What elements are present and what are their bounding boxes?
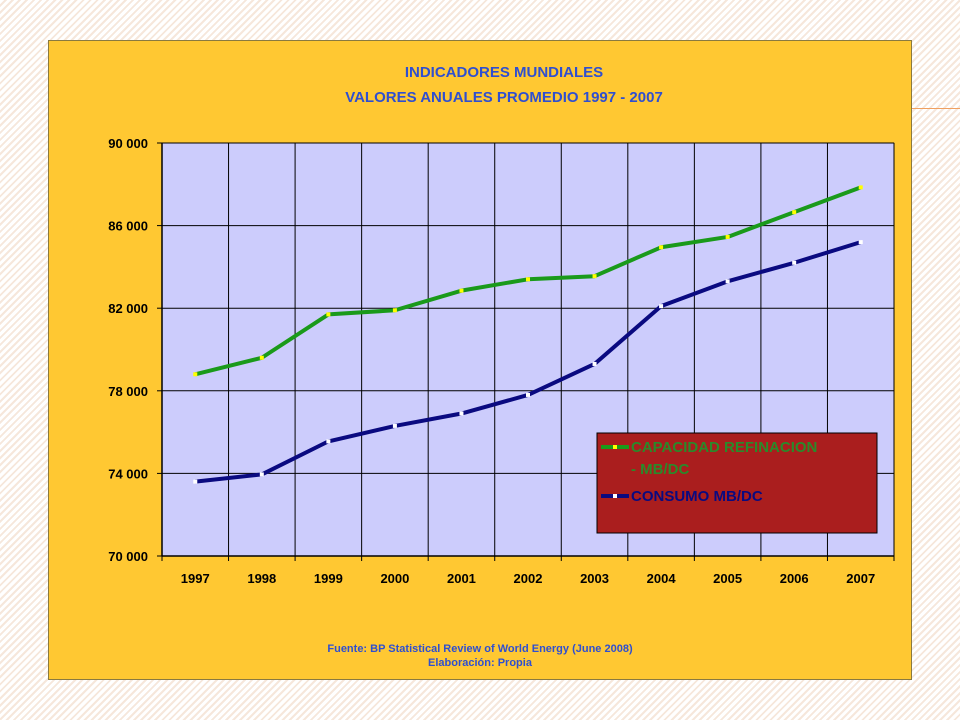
data-point [725, 234, 730, 239]
x-tick-label: 1999 [314, 571, 343, 586]
x-tick-label: 2004 [647, 571, 677, 586]
chart-subtitle: VALORES ANUALES PROMEDIO 1997 - 2007 [345, 89, 663, 106]
y-tick-label: 74 000 [108, 466, 148, 481]
data-point [259, 472, 264, 477]
source-note: Fuente: BP Statistical Review of World E… [327, 643, 633, 655]
chart-title: INDICADORES MUNDIALES [404, 64, 604, 81]
legend-swatch-marker [613, 445, 617, 449]
y-tick-label: 70 000 [108, 549, 148, 564]
data-point [193, 372, 198, 377]
legend-box [596, 432, 878, 534]
x-tick-label: 2006 [780, 571, 809, 586]
data-point [392, 308, 397, 313]
legend-label: CONSUMO MB/DC [631, 488, 763, 505]
data-point [193, 479, 198, 484]
y-tick-label: 78 000 [108, 384, 148, 399]
y-tick-label: 86 000 [108, 219, 148, 234]
y-tick-label: 82 000 [108, 301, 148, 316]
slide-accent-line [912, 108, 960, 109]
x-tick-label: 1997 [181, 571, 210, 586]
y-tick-label: 90 000 [108, 136, 148, 151]
data-point [592, 361, 597, 366]
legend-swatch-marker [613, 494, 617, 498]
data-point [526, 392, 530, 397]
data-point [792, 260, 797, 265]
data-point [725, 279, 730, 284]
data-point [858, 185, 863, 190]
data-point [592, 274, 597, 279]
data-point [659, 304, 664, 309]
x-tick-label: 2007 [846, 571, 875, 586]
legend-label: - MB/DC [631, 461, 689, 478]
data-point [326, 439, 331, 444]
credit-note: Elaboración: Propia [428, 657, 532, 669]
data-point [259, 355, 264, 360]
x-tick-label: 2003 [580, 571, 609, 586]
x-tick-label: 2001 [447, 571, 476, 586]
x-tick-label: 2002 [514, 571, 543, 586]
x-tick-label: 2005 [713, 571, 742, 586]
data-point [526, 277, 530, 282]
data-point [792, 210, 797, 215]
data-point [858, 240, 863, 245]
x-tick-label: 1998 [247, 571, 276, 586]
data-point [459, 411, 464, 416]
data-point [659, 245, 664, 250]
data-point [326, 312, 331, 317]
x-tick-label: 2000 [380, 571, 409, 586]
legend-label: CAPACIDAD REFINACION [631, 439, 817, 456]
data-point [459, 288, 464, 293]
data-point [392, 423, 397, 428]
